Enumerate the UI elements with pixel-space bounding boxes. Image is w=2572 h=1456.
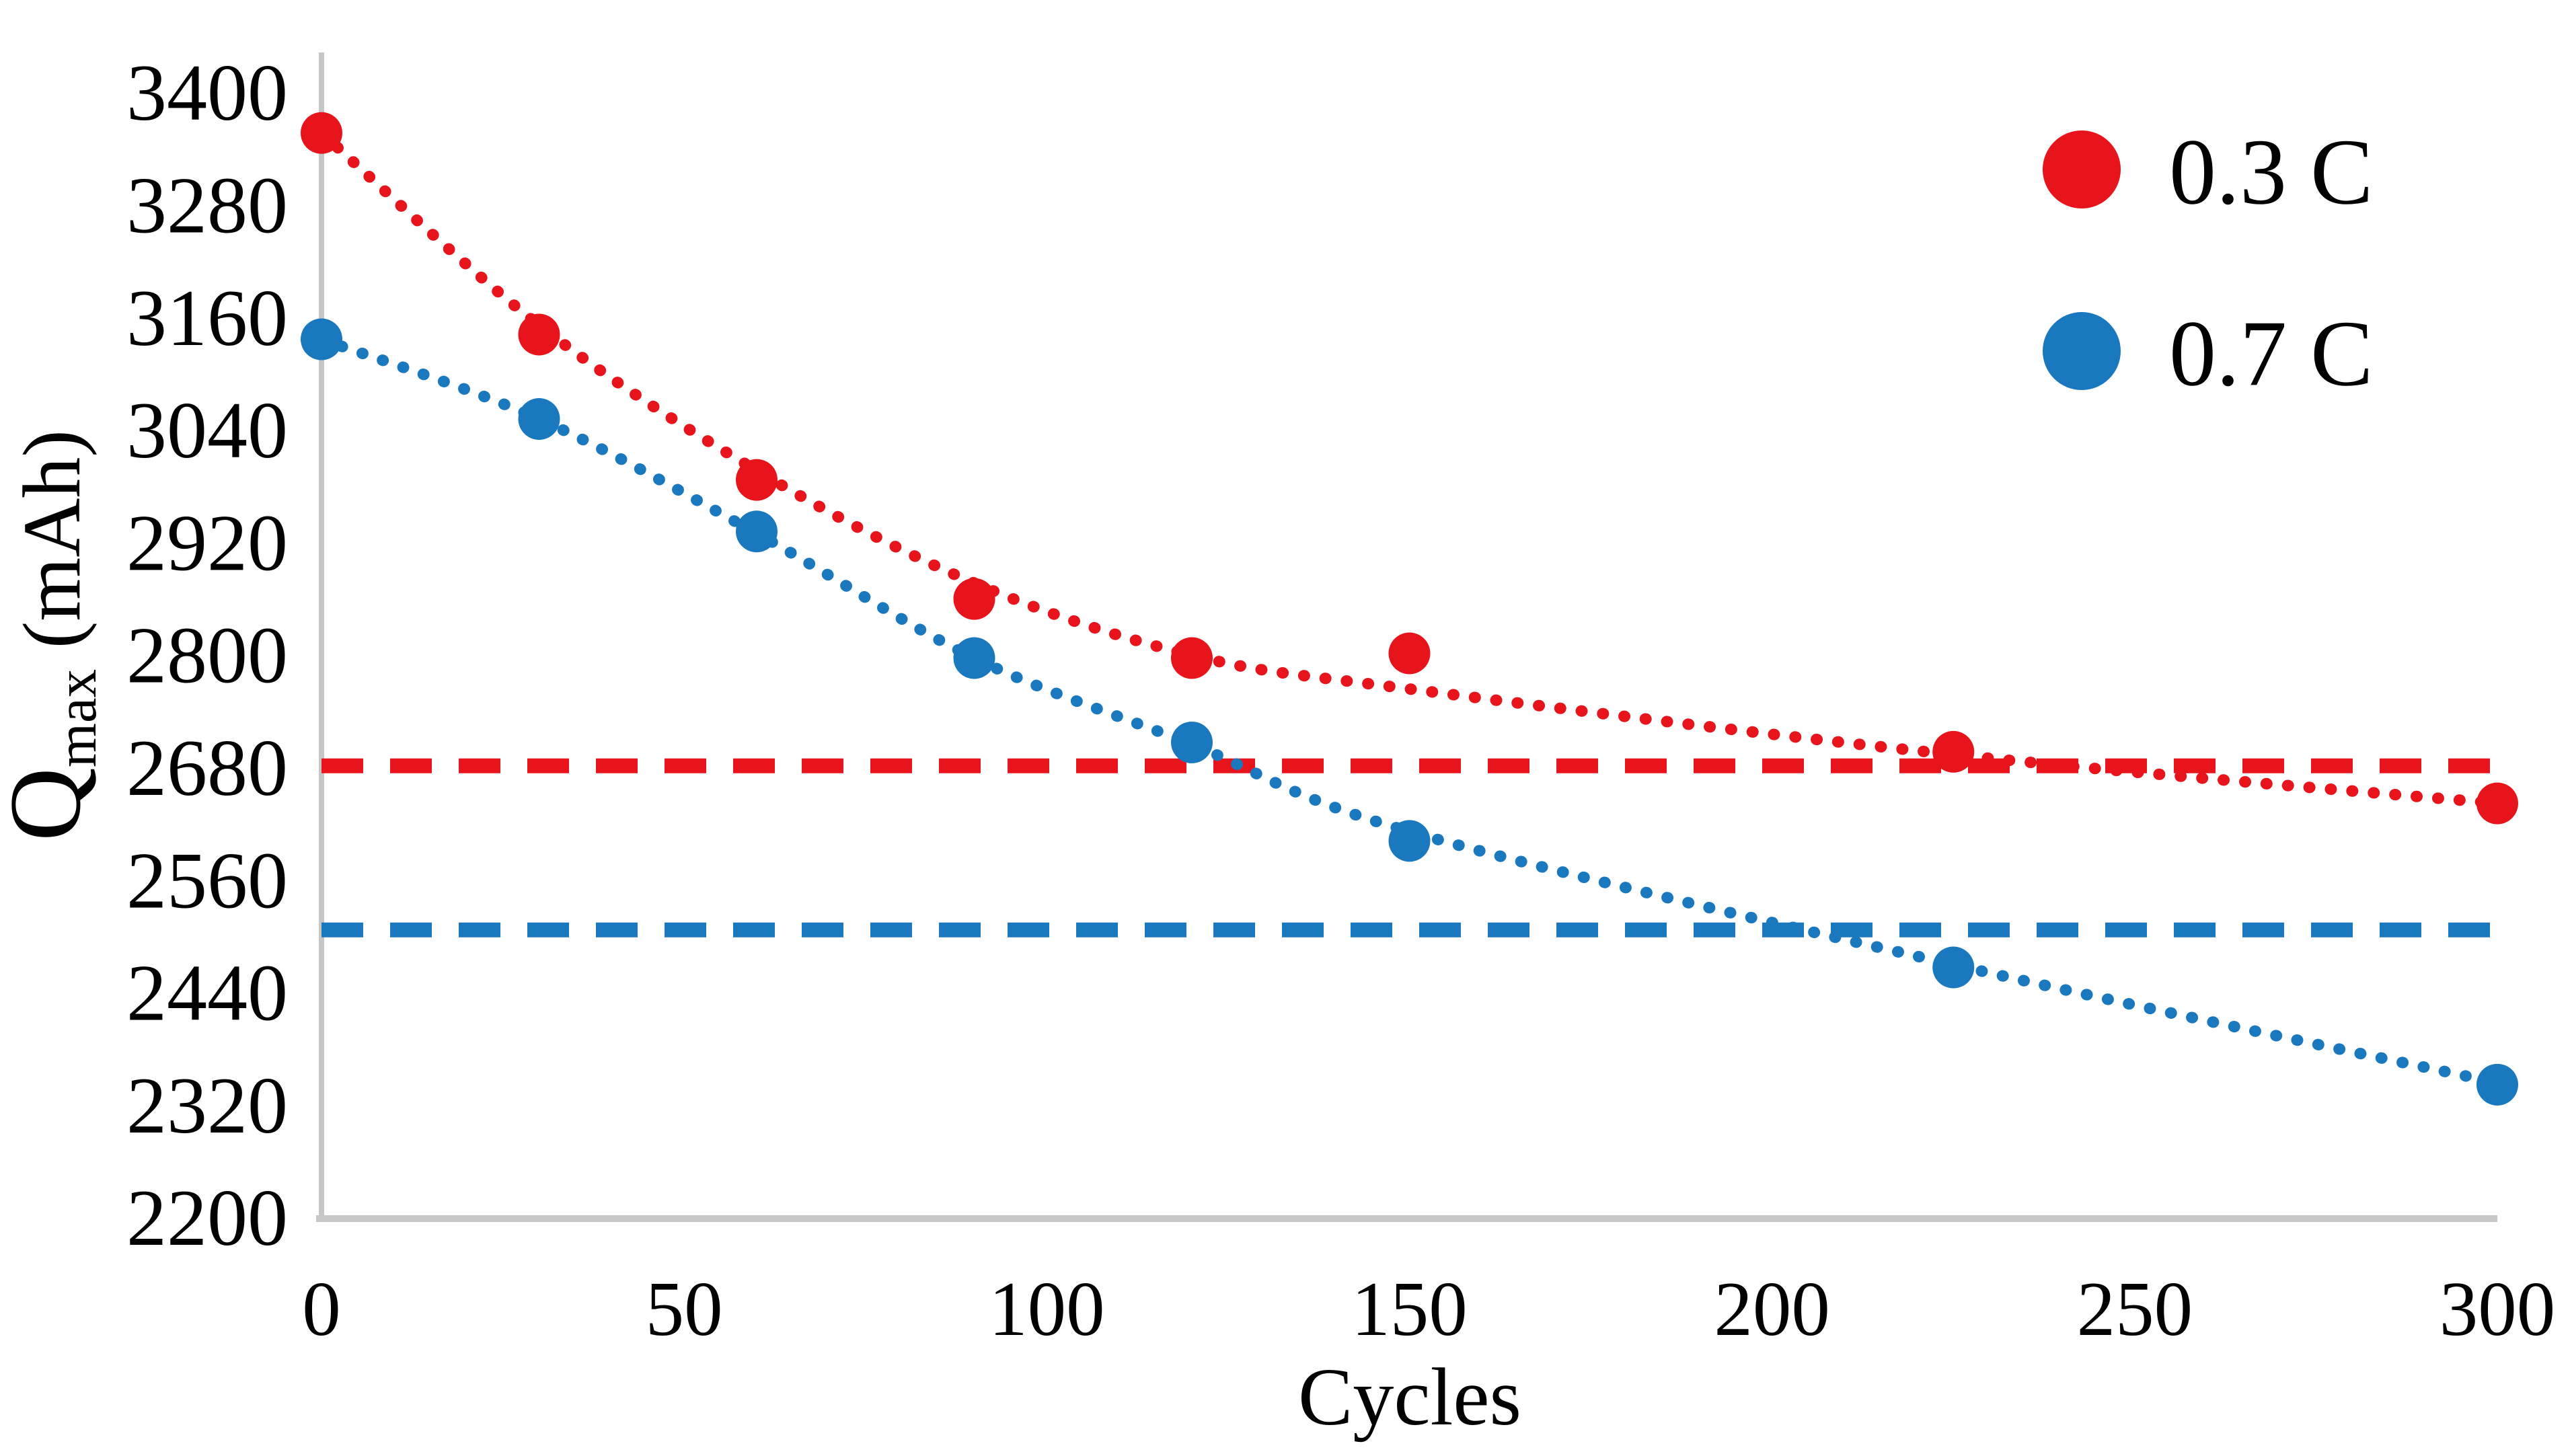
x-axis-title: Cycles [1298,1352,1521,1443]
y-axis-title: Qmax (mAh) [0,430,108,841]
trend-curves [315,127,2503,1089]
data-point-0.3C-300 [2476,782,2518,825]
data-point-0.7C-0 [301,318,342,360]
y-tick-label: 2680 [126,723,288,812]
y-tick-label: 3160 [126,273,288,362]
legend-label: 0.7 C [2169,301,2373,406]
data-point-0.3C-150 [1388,632,1431,675]
y-tick-label: 2560 [126,835,288,925]
y-tick-label: 2800 [126,611,288,700]
trend-curve-0.7C [315,333,2503,1089]
y-tick-label: 2200 [126,1173,288,1262]
x-tick-label: 200 [1714,1266,1830,1352]
x-tick-label: 150 [1351,1266,1468,1352]
threshold-lines [322,758,2497,937]
data-point-0.3C-90 [953,578,995,620]
x-tick-label: 250 [2077,1266,2193,1352]
y-tick-label: 2320 [126,1061,288,1150]
y-tick-labels: 2200 2320 2440 2560 2680 2800 2920 3040 3160 3280… [126,48,288,1262]
y-tick-label: 2920 [126,498,288,587]
data-point-0.7C-300 [2476,1063,2518,1106]
data-point-0.3C-60 [736,459,778,501]
data-points [301,112,2518,1106]
data-point-0.3C-225 [1932,730,1975,773]
y-tick-label: 3400 [126,48,288,137]
legend: 0.3 C 0.7 C [2043,120,2373,406]
data-point-0.3C-120 [1171,637,1213,679]
x-tick-label: 100 [989,1266,1105,1352]
x-tick-labels: 0 50 100 150 200 250 300 [302,1266,2555,1352]
data-point-0.7C-120 [1171,721,1213,763]
data-point-0.3C-0 [301,112,342,154]
y-tick-label: 3280 [126,161,288,250]
axes [316,52,2497,1222]
data-point-0.7C-90 [953,637,995,679]
data-point-0.7C-225 [1932,946,1975,989]
data-point-0.3C-30 [518,313,560,356]
x-tick-label: 50 [646,1266,723,1352]
legend-marker-0.3C [2043,130,2121,208]
data-point-0.7C-150 [1388,820,1431,862]
y-tick-label: 2440 [126,948,288,1038]
data-point-0.7C-60 [736,510,778,553]
x-tick-label: 0 [302,1266,341,1352]
legend-label: 0.3 C [2169,120,2373,224]
y-tick-label: 3040 [126,385,288,475]
trend-curve-0.3C [315,127,2503,810]
data-point-0.7C-30 [518,397,560,440]
x-tick-label: 300 [2439,1266,2556,1352]
legend-marker-0.7C [2043,312,2121,390]
